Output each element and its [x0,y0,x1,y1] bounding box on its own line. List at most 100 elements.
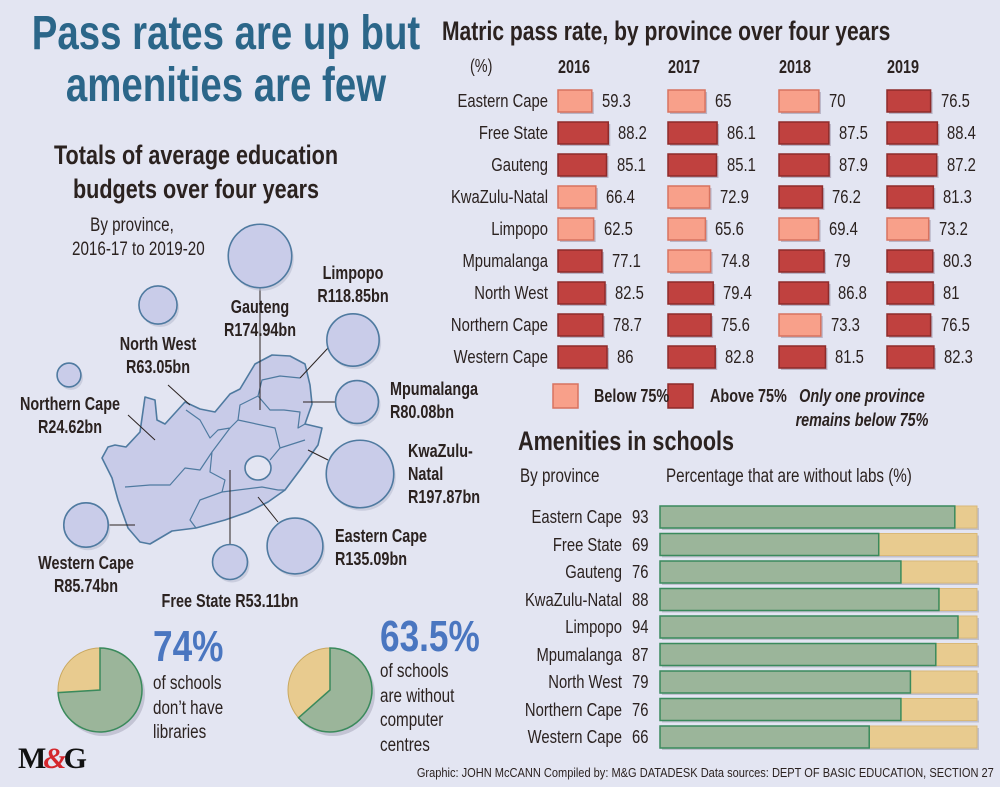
province-label: Eastern Cape [457,90,549,111]
leader-line [127,414,156,441]
pass-bar [667,185,711,209]
bar-value: 87.9 [839,154,868,175]
budget-value: R80.08bn [390,402,455,422]
bar-value: 66.4 [605,186,635,207]
bar-value: 82.5 [615,282,644,303]
bar-value: 70 [828,90,846,111]
pass-bar [778,89,820,113]
bar-value: 65.6 [715,218,745,239]
bar-value: 76.5 [940,90,970,111]
bar-value: 78.7 [612,314,642,335]
year-header: 2017 [668,57,701,77]
amenities-column-header: Percentage that are without labs (%) [666,466,912,487]
province-name: Free State [161,591,232,611]
bar-value: 77.1 [611,250,641,271]
bubble-western-cape [62,501,110,549]
budget-title-line: Totals of average education [53,140,339,170]
bar-value: 88.4 [947,122,977,143]
caption-line: libraries [153,722,207,743]
budget-subtitle: By province, 2016-17 to 2019-20 [72,214,205,262]
budget-subtitle-line: 2016-17 to 2019-20 [72,239,205,260]
pass-bar [557,89,593,113]
bar-value: 62.5 [603,218,633,239]
bar-value: 74.8 [720,250,750,271]
bar-value: 65 [715,90,732,111]
caption-line: of schools [153,673,222,694]
pass-bar [886,217,930,241]
pie-slice [297,647,373,733]
pass-bar [557,217,595,241]
bubble-northern-cape [56,362,82,388]
pass-bar [557,185,597,209]
bar-value: 86.8 [838,282,868,303]
province-label: Western Cape [527,726,622,747]
province-name: North West [119,334,197,354]
caption-line: don’t have [153,697,224,719]
pass-bar [778,217,820,241]
map-outline [101,354,323,545]
budget-label-northern-cape: Northern Cape R24.62bn [0,393,150,439]
lab-bar [659,670,912,694]
pie-slice [57,647,143,733]
lab-bar [659,615,959,639]
bar-value: 81.5 [835,346,865,367]
province-label: Eastern Cape [531,506,623,527]
pass-bar [667,281,715,305]
leader-lines [108,282,335,545]
bar-value: 79 [834,250,851,271]
year-header: 2016 [558,57,591,77]
province-label: Northern Cape [524,698,622,720]
bar-value: 81 [943,282,960,303]
budget-label-north-west: North West R63.05bn [78,333,238,379]
main-title-line: amenities are few [65,59,387,112]
libraries-stat: 74% [153,622,224,671]
legend-above-swatch [667,383,694,409]
leader-line [307,449,329,461]
lab-bar [659,697,902,722]
pass-bar [886,89,932,113]
year-header: 2019 [887,57,920,77]
pass-bar [886,185,935,209]
leader-line [167,384,191,406]
mg-logo: M&G [18,742,87,775]
main-title: Pass rates are up but amenities are few [18,8,434,112]
pass-bar [778,185,824,209]
caption-line: are without [380,685,455,707]
pass-bar [667,121,718,145]
bar-value: 85.1 [726,154,756,175]
bar-value: 73.2 [938,218,968,239]
bar-value: 79.4 [723,282,753,303]
lab-value: 76 [632,698,649,720]
lab-bar [659,587,940,612]
caption-line: computer [380,710,444,731]
pass-bar [778,121,830,145]
province-label: KwaZulu-Natal [524,588,622,610]
bar-value: 59.3 [601,90,631,111]
unit-label: (%) [470,56,493,76]
budget-bubbles [56,223,396,583]
bubble-free-state [211,543,249,581]
pass-bar [667,153,718,177]
pass-bar [557,153,608,177]
south-africa-map [101,354,323,545]
pass-bar [667,217,707,241]
province-label: Western Cape [453,346,548,367]
budget-title: Totals of average education budgets over… [36,138,356,206]
budget-value: R135.09bn [335,549,408,569]
pass-bar [667,249,712,273]
province-label: Free State [478,122,548,143]
province-label: Mpumalanga [536,643,622,665]
lab-value: 93 [632,506,649,527]
province-label: Mpumalanga [462,250,548,271]
pass-rate-bars [552,89,940,409]
pass-bar [557,121,610,145]
lab-value: 69 [632,533,649,555]
budget-label-mpumalanga: Mpumalanga R80.08bn [390,378,478,424]
pass-bar [886,153,938,177]
labs-bars [659,505,979,750]
pass-bar [778,313,822,337]
libraries-caption: of schools don’t have libraries [153,672,223,746]
legend-below-swatch [552,383,579,409]
budget-value: R174.94bn [223,320,297,340]
leader-line [257,496,279,523]
